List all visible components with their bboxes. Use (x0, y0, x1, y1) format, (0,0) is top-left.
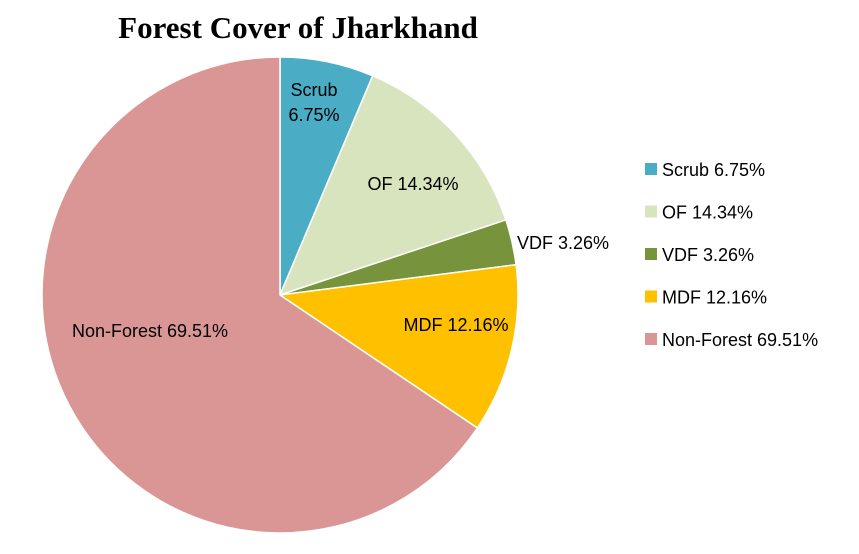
legend-swatch (645, 290, 657, 303)
data-label-mdf: MDF 12.16% (403, 315, 508, 335)
legend-label: Non-Forest 69.51% (662, 330, 818, 350)
legend-swatch (645, 333, 657, 345)
pie-slice-non-forest (41, 56, 479, 534)
legend-swatch (645, 205, 657, 218)
legend-label: VDF 3.26% (662, 245, 754, 265)
legend-item-mdf: MDF 12.16% (645, 288, 767, 308)
chart-title: Forest Cover of Jharkhand (118, 10, 478, 45)
data-label-of: OF 14.34% (367, 174, 458, 194)
legend-label: MDF 12.16% (662, 288, 767, 308)
legend-item-of: OF 14.34% (645, 203, 753, 223)
legend-label: Scrub 6.75% (662, 160, 765, 180)
data-label-non-forest: Non-Forest 69.51% (72, 321, 228, 341)
legend-swatch (645, 248, 657, 260)
legend-swatch (645, 163, 657, 175)
data-label-scrub: Scrub 6.75% (288, 80, 339, 125)
legend-item-non-forest: Non-Forest 69.51% (645, 330, 818, 350)
legend-item-vdf: VDF 3.26% (645, 245, 754, 265)
data-label-vdf: VDF 3.26% (517, 233, 609, 253)
pie-slice-mdf (277, 263, 519, 430)
legend-label: OF 14.34% (662, 203, 753, 223)
pie-slice-of (278, 74, 507, 297)
legend-item-scrub: Scrub 6.75% (645, 160, 765, 180)
